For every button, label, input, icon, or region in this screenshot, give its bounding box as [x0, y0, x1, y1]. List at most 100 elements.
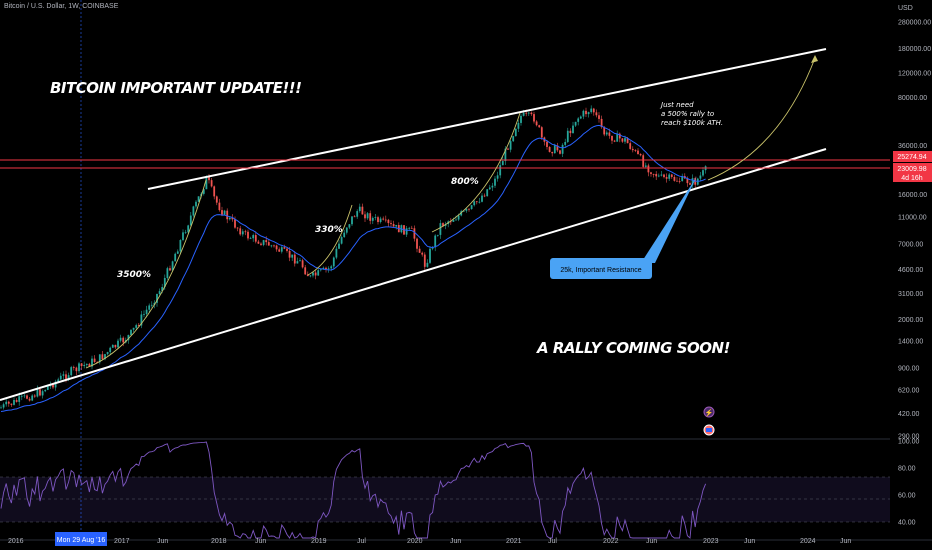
price-tick-label: 120000.00 — [898, 71, 931, 78]
price-axis[interactable]: 290.00 420.00 620.00 900.00 1400.00 2000.00 31… — [898, 20, 931, 441]
resistance-callout[interactable]: 25k, Important Resistance — [550, 176, 697, 279]
crosshair-date-box — [55, 532, 107, 546]
candle-body — [13, 400, 15, 405]
candle-body — [418, 248, 421, 253]
candle-body — [223, 210, 226, 215]
candle-body — [0, 407, 2, 409]
candle-body — [408, 227, 411, 229]
candle-body — [189, 215, 192, 226]
second-price-label: 23009.98 — [897, 166, 926, 173]
candle-body — [457, 215, 460, 220]
candle-body — [33, 395, 36, 397]
candle-body — [145, 309, 148, 314]
price-labels: 25274.94 23009.98 4d 16h — [893, 151, 932, 182]
candle-body — [465, 208, 468, 211]
candle-body — [598, 115, 600, 119]
price-tick-label: 290.00 — [898, 434, 920, 441]
candle-body — [551, 151, 554, 154]
candle-body — [171, 261, 174, 271]
candle-body — [676, 180, 678, 182]
candle-body — [603, 127, 606, 135]
time-axis[interactable]: 2016 2017 Jun 2018 Jun 2019 Jul 2020 Jun 2021 Jul 2… — [8, 538, 851, 545]
rally-annotation: A RALLY COMING SOON! — [536, 339, 730, 357]
candle-body — [195, 201, 197, 207]
rsi-tick-label: 100.00 — [898, 439, 920, 446]
candle-body — [338, 243, 340, 249]
candle-body — [293, 254, 296, 264]
projection-arcs — [85, 55, 818, 369]
candle-body — [226, 210, 229, 220]
candle-body — [509, 141, 512, 150]
candle-body — [205, 176, 208, 190]
candle-body — [93, 358, 96, 362]
candle-body — [663, 174, 665, 178]
candle-body — [699, 175, 702, 179]
price-tick-label: 900.00 — [898, 365, 920, 372]
candle-body — [504, 148, 507, 162]
callout-pointer — [641, 176, 697, 263]
candle-body — [611, 135, 613, 141]
candle-body — [280, 247, 283, 252]
candle-body — [304, 267, 307, 275]
candle-body — [423, 254, 426, 267]
candle-body — [436, 234, 439, 236]
candle-body — [592, 108, 595, 113]
candle-body — [499, 165, 502, 176]
price-tick-label: 2000.00 — [898, 317, 923, 324]
title-annotation: BITCOIN IMPORTANT UPDATE!!! — [50, 79, 301, 97]
candle-body — [379, 218, 382, 223]
candle-body — [179, 240, 182, 252]
candle-body — [111, 344, 114, 348]
candle-body — [530, 112, 533, 115]
candle-body — [67, 375, 70, 379]
candle-body — [616, 133, 619, 142]
price-tick-label: 80000.00 — [898, 95, 927, 102]
gain-330-label: 330% — [315, 225, 343, 235]
candle-body — [512, 136, 515, 142]
candle-body — [468, 208, 470, 210]
candle-body — [106, 352, 109, 355]
candle-body — [296, 261, 299, 264]
candle-body — [301, 260, 304, 268]
chart-event-icons[interactable]: ⚡ — [703, 406, 715, 436]
candle-body — [236, 227, 239, 229]
time-tick-label: Jun — [646, 538, 657, 545]
price-tick-label: 180000.00 — [898, 46, 931, 53]
price-tick-label: 36000.00 — [898, 143, 927, 150]
candle-body — [109, 347, 112, 353]
candle-body — [595, 112, 598, 116]
candle-body — [54, 381, 57, 388]
gain-800-label: 800% — [451, 177, 479, 187]
candle-body — [538, 125, 541, 128]
candle-body — [660, 174, 663, 176]
time-tick-label: 2018 — [211, 538, 227, 545]
candle-body — [689, 183, 691, 185]
second-price-box — [893, 163, 932, 182]
candle-body — [20, 395, 23, 397]
candle-body — [527, 112, 530, 114]
lightning-event-icon[interactable] — [703, 406, 715, 418]
candle-body — [665, 177, 668, 179]
candle-body — [31, 395, 34, 401]
candle-body — [156, 293, 158, 303]
candle-body — [624, 138, 626, 142]
candle-body — [213, 186, 216, 197]
candle-body — [249, 238, 252, 240]
candle-body — [122, 337, 125, 343]
candle-body — [439, 223, 442, 235]
candle-body — [278, 249, 281, 252]
candle-body — [18, 396, 21, 402]
candle-body — [210, 180, 213, 187]
candle-body — [561, 144, 564, 154]
time-tick-label: Jul — [357, 538, 366, 545]
candle-body — [244, 231, 247, 233]
candle-body — [491, 185, 494, 188]
candle-body — [452, 219, 455, 222]
time-tick-label: 2017 — [114, 538, 130, 545]
candle-body — [673, 176, 676, 181]
candlesticks — [0, 105, 707, 410]
candle-body — [314, 272, 317, 276]
candle-body — [473, 201, 476, 206]
candle-body — [254, 235, 257, 242]
